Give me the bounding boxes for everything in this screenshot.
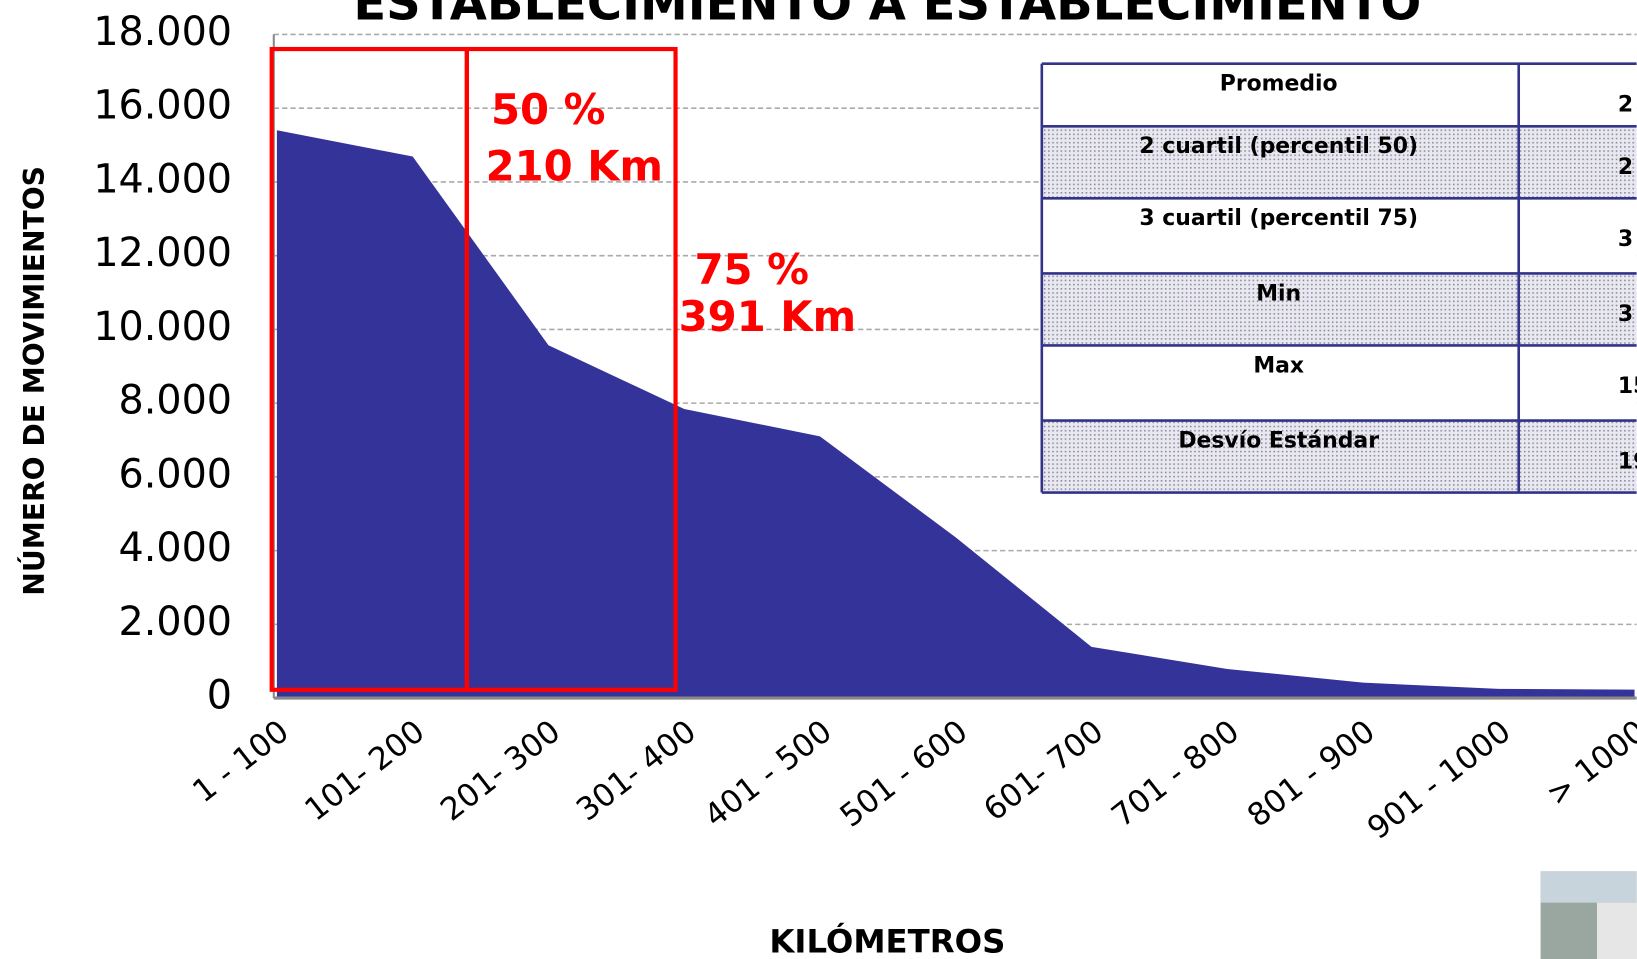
y-tick-label: 4.000 [119, 525, 232, 571]
photo-sky [1540, 871, 1637, 903]
table-row [1041, 63, 1637, 127]
row-label: 2 cuartil (percentil 50) [1139, 134, 1418, 159]
table-row [1041, 126, 1637, 199]
row-label: 3 cuartil (percentil 75) [1139, 206, 1418, 231]
table-row [1041, 345, 1637, 421]
table-row [1041, 420, 1637, 493]
stats-table: Promedio 2 2 cuartil (percentil 50) 2 3 cuar… [1040, 62, 1637, 494]
y-tick-label: 12.000 [93, 230, 232, 276]
photo-truck [1596, 902, 1637, 959]
annotation: 75 % [694, 245, 808, 294]
y-tick-label: 16.000 [93, 83, 232, 129]
x-axis-title: KILÓMETROS [769, 921, 1005, 959]
y-tick-label: 8.000 [119, 378, 232, 424]
y-axis-title: NÚMERO DE MOVIMIENTOS [17, 166, 51, 596]
highlight-box [464, 46, 678, 692]
plot [276, 130, 1635, 699]
y-tick-label: 6.000 [119, 451, 232, 497]
y-tick-label: 10.000 [93, 304, 232, 350]
chart-title: ESTABLECIMIENTO A ESTABLECIMIENTO [353, 0, 1421, 31]
annotation: 391 Km [679, 292, 856, 341]
row-value: 3 [1618, 302, 1633, 327]
table-row [1041, 198, 1637, 274]
table-row [1041, 273, 1637, 346]
row-label: Promedio [1220, 72, 1338, 97]
row-value: 19 [1618, 449, 1637, 474]
y-tick-label: 2.000 [119, 599, 232, 645]
row-value: 2 [1618, 155, 1633, 180]
y-tick-label: 18.000 [93, 9, 232, 55]
annotation: 50 % [491, 85, 605, 134]
row-label: Max [1253, 353, 1304, 378]
row-label: Min [1256, 281, 1301, 306]
annotation: 210 Km [486, 142, 663, 191]
row-value: 3 [1618, 227, 1633, 252]
y-tick-label: 14.000 [93, 156, 232, 202]
row-value: 2 [1618, 92, 1633, 117]
y-tick-label: 0 [207, 673, 232, 719]
row-value: 15 [1618, 374, 1637, 399]
area [276, 130, 1635, 699]
row-label: Desvío Estándar [1178, 428, 1379, 453]
